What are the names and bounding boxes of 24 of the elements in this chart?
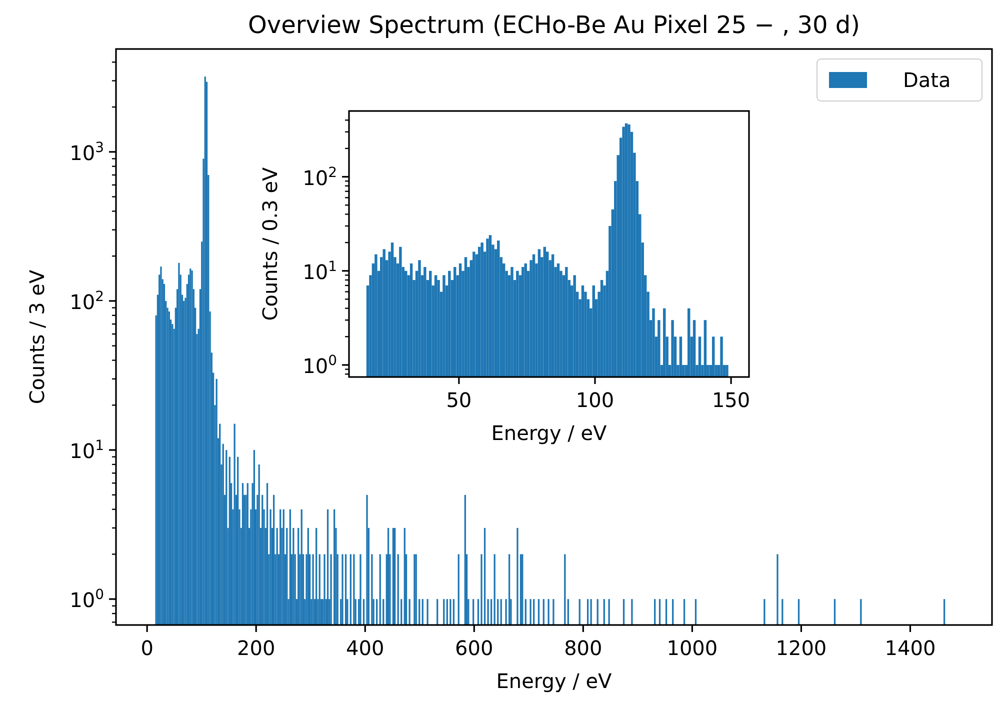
x-tick-label: 1400 <box>884 636 936 660</box>
x-tick-label: 0 <box>140 636 154 660</box>
y-tick-label: 10$^{0}$ <box>302 352 337 378</box>
y-tick-label: 10$^{2}$ <box>70 288 104 314</box>
x-tick-label: 1000 <box>666 636 718 660</box>
x-tick-label: 150 <box>712 388 750 412</box>
y-tick-label: 10$^{1}$ <box>302 258 337 284</box>
x-axis-title: Energy / eV <box>491 421 608 445</box>
y-tick-label: 10$^{1}$ <box>70 438 104 464</box>
y-axis-title: Counts / 0.3 eV <box>258 166 282 321</box>
y-tick-label: 10$^{2}$ <box>302 164 337 190</box>
x-tick-label: 200 <box>237 636 276 660</box>
x-tick-label: 400 <box>346 636 384 660</box>
x-tick-label: 50 <box>446 388 472 412</box>
y-tick-label: 10$^{3}$ <box>70 140 104 165</box>
x-tick-label: 1200 <box>776 636 827 660</box>
legend-label: Data <box>903 68 951 92</box>
y-axis-title: Counts / 3 eV <box>25 270 49 404</box>
chart-title: Overview Spectrum (ECHo-Be Au Pixel 25 − , 30 d) <box>248 11 860 39</box>
x-axis-title: Energy / eV <box>496 669 612 693</box>
x-tick-label: 600 <box>455 636 494 660</box>
x-tick-label: 800 <box>564 636 602 660</box>
x-tick-label: 100 <box>576 388 614 412</box>
y-tick-label: 10$^{0}$ <box>70 587 104 612</box>
